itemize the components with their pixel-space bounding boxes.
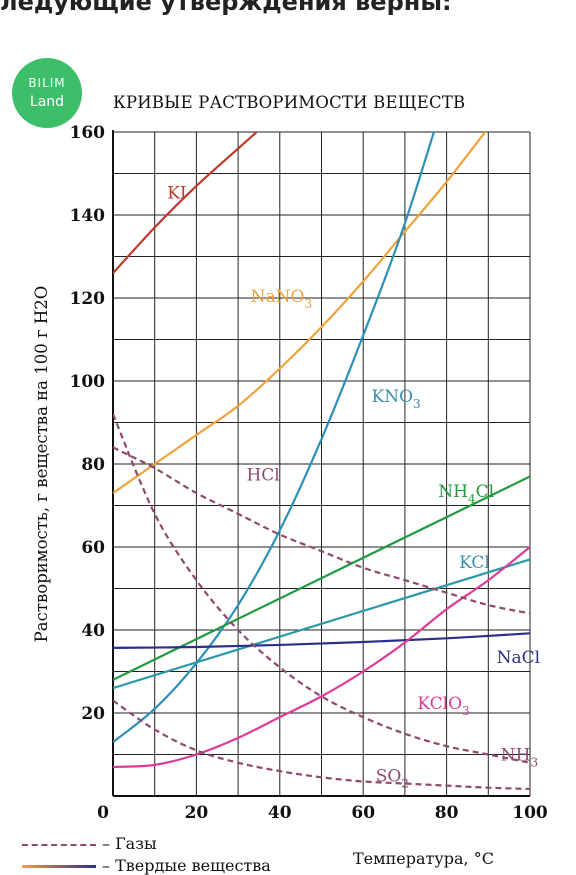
legend-solids: – Твердые вещества: [22, 856, 271, 875]
series-line-kno3: [113, 132, 436, 743]
series-line-nh3: [113, 413, 530, 764]
x-tick-label: 80: [435, 803, 459, 823]
x-tick-label: 20: [185, 803, 209, 823]
y-axis-label: Растворимость, г вещества на 100 г H2O: [32, 286, 51, 643]
legend-solid-swatch: [22, 865, 96, 868]
y-tick-label: 100: [70, 372, 106, 392]
legend-gases-label: – Газы: [102, 834, 157, 853]
series-label-nh4cl: NH4Cl: [438, 482, 494, 506]
x-tick-label: 60: [351, 803, 375, 823]
legend-dashed-swatch: [22, 843, 96, 846]
series-group: [113, 132, 530, 791]
y-tick-label: 80: [81, 455, 105, 475]
header-text: ледующие утверждения верны:: [0, 0, 452, 16]
series-label-kno3: KNO3: [372, 387, 421, 411]
logo-line2: Land: [29, 94, 65, 110]
series-line-nano3: [113, 132, 487, 494]
series-line-hcl: [113, 446, 530, 615]
x-tick-label: 0: [97, 803, 109, 823]
x-tick-label: 100: [512, 803, 548, 823]
series-line-so2: [113, 699, 530, 791]
series-line-kcl: [113, 558, 530, 690]
series-label-nano3: NaNO3: [251, 287, 312, 311]
chart-title: КРИВЫЕ РАСТВОРИМОСТИ ВЕЩЕСТВ: [113, 93, 466, 112]
legend-gases: – Газы: [22, 834, 157, 853]
logo-line1: BILIM: [28, 76, 66, 90]
series-label-so2: SO2: [376, 766, 409, 790]
y-tick-label: 20: [81, 704, 105, 724]
y-tick-label: 60: [81, 538, 105, 558]
series-label-ki: KI: [167, 183, 186, 203]
series-line-nh4cl: [113, 475, 530, 681]
series-label-kclo3: KClO3: [417, 694, 469, 718]
bilimland-logo: BILIM Land: [12, 58, 82, 128]
series-label-nacl: NaCl: [497, 648, 540, 668]
series-label-kcl: KCl: [459, 553, 490, 573]
legend-solids-label: – Твердые вещества: [102, 856, 271, 875]
series-line-nacl: [113, 632, 530, 649]
x-tick-label: 40: [268, 803, 292, 823]
series-label-hcl: HCl: [246, 466, 279, 486]
series-line-ki: [113, 132, 259, 274]
series-label-nh3: NH3: [501, 746, 538, 770]
y-tick-label: 140: [70, 206, 106, 226]
x-axis-label: Температура, °С: [353, 849, 494, 868]
y-tick-label: 160: [70, 123, 106, 143]
y-tick-label: 40: [81, 621, 105, 641]
series-line-kclo3: [113, 546, 530, 769]
y-tick-label: 120: [70, 289, 106, 309]
